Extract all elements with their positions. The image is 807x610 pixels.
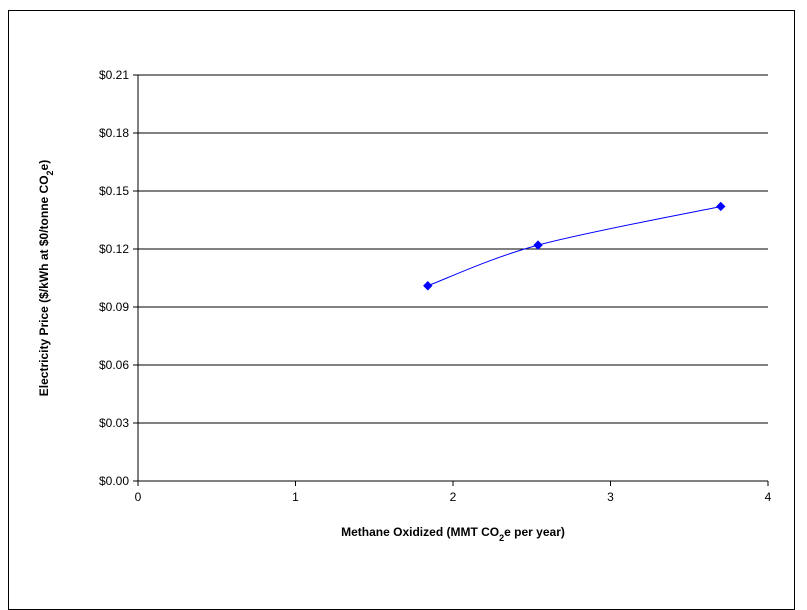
gridlines bbox=[138, 74, 768, 424]
y-tick-label: $0.09 bbox=[99, 300, 129, 314]
y-tick-label: $0.06 bbox=[99, 358, 129, 372]
axes bbox=[133, 74, 769, 486]
x-tick-label: 3 bbox=[607, 490, 614, 504]
y-tick-label: $0.15 bbox=[99, 184, 129, 198]
data-series bbox=[423, 201, 726, 291]
x-tick-label: 1 bbox=[292, 490, 299, 504]
x-tick-labels: 0 1 2 3 4 bbox=[135, 490, 772, 504]
y-tick-label: $0.18 bbox=[99, 126, 129, 140]
y-tick-label: $0.00 bbox=[99, 474, 129, 488]
x-tick-label: 4 bbox=[765, 490, 772, 504]
series-line-0 bbox=[427, 205, 721, 287]
data-point-1 bbox=[533, 240, 543, 250]
y-tick-label: $0.03 bbox=[99, 416, 129, 430]
y-axis-title: Electricity Price ($/kWh at $0/tonne CO2… bbox=[37, 160, 55, 396]
y-tick-label: $0.12 bbox=[99, 242, 129, 256]
x-tick-label: 2 bbox=[450, 490, 457, 504]
y-tick-label: $0.21 bbox=[99, 68, 129, 82]
x-tick-label: 0 bbox=[135, 490, 142, 504]
data-point-2 bbox=[716, 201, 726, 212]
data-point-0 bbox=[423, 281, 433, 291]
x-axis-title: Methane Oxidized (MMT CO2e per year) bbox=[341, 525, 565, 543]
line-chart: $0.00 $0.03 $0.06 $0.09 $0.12 $0.15 $0.18 $0.21… bbox=[37, 68, 772, 543]
y-tick-labels: $0.00 $0.03 $0.06 $0.09 $0.12 $0.15 $0.18 $0.21 bbox=[99, 68, 129, 488]
